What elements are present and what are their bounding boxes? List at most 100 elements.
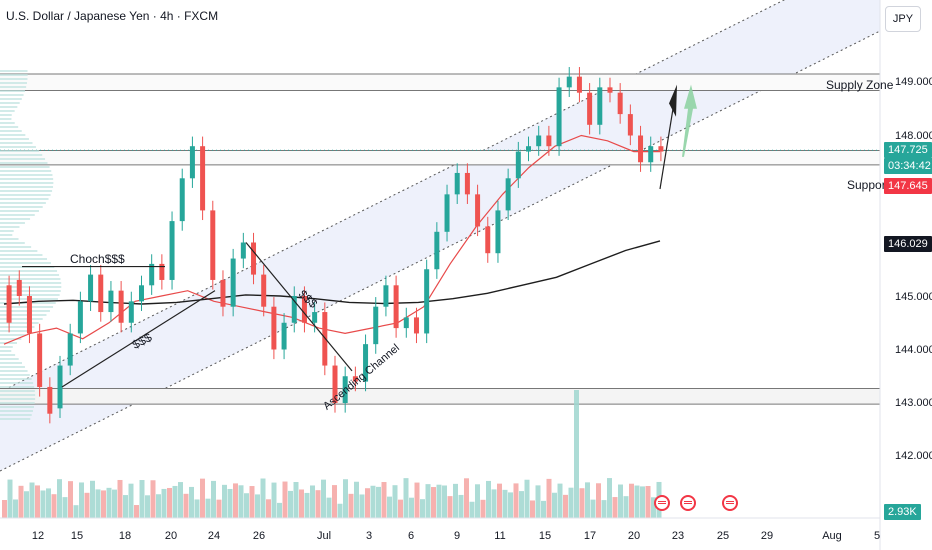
- economic-event-flag-icon[interactable]: [680, 495, 696, 511]
- volume-profile-bar: [0, 254, 43, 256]
- candle-body: [403, 317, 409, 329]
- volume-bar: [535, 485, 541, 518]
- candle-body: [393, 285, 399, 329]
- volume-profile-bar: [0, 406, 34, 408]
- candle-body: [169, 221, 175, 280]
- volume-bar: [409, 497, 414, 518]
- candle-body: [312, 312, 318, 323]
- volume-bar: [458, 494, 464, 518]
- volume-bar: [612, 497, 618, 518]
- volume-bar: [392, 485, 398, 518]
- volume-profile-bar: [0, 170, 52, 172]
- volume-profile-bar: [0, 322, 39, 324]
- currency-button[interactable]: JPY: [885, 6, 921, 32]
- volume-bar: [590, 499, 596, 518]
- volume-profile-bar: [0, 110, 15, 112]
- volume-bar: [150, 480, 156, 518]
- x-tick: 20: [627, 530, 641, 542]
- x-tick: 24: [207, 530, 221, 542]
- volume-bar: [321, 479, 326, 518]
- volume-bar: [425, 484, 431, 518]
- volume-bar: [414, 482, 420, 518]
- y-tick: 148.000: [895, 130, 932, 142]
- economic-event-flag-icon[interactable]: [722, 495, 738, 511]
- volume-profile-bar: [0, 278, 61, 280]
- volume-bar: [123, 495, 128, 518]
- volume-bar: [7, 479, 13, 518]
- volume-bar: [640, 486, 645, 518]
- volume-profile-bar: [0, 214, 35, 216]
- volume-bar: [574, 390, 579, 518]
- volume-bar: [563, 494, 568, 518]
- volume-profile-bar: [0, 130, 22, 132]
- volume-profile-bar: [0, 150, 40, 152]
- volume-bar: [365, 488, 370, 518]
- volume-profile-bar: [0, 282, 62, 284]
- volume-profile-bar: [0, 258, 48, 260]
- volume-bar: [233, 483, 238, 518]
- volume-profile-bar: [0, 366, 25, 368]
- candle-body: [261, 274, 267, 307]
- candle-body: [159, 263, 165, 280]
- volume-bar: [51, 494, 57, 518]
- volume-profile-bar: [0, 78, 28, 80]
- volume-profile-bar: [0, 178, 54, 180]
- volume-profile-bar: [0, 166, 50, 168]
- candle-body: [149, 263, 155, 286]
- economic-event-flag-icon[interactable]: [654, 495, 670, 511]
- volume-profile-bar: [0, 218, 31, 220]
- volume-profile-bar: [0, 386, 35, 388]
- volume-profile-bar: [0, 118, 12, 120]
- volume-bar: [629, 483, 634, 518]
- volume-bar: [106, 487, 112, 518]
- volume-profile-bar: [0, 346, 13, 348]
- supply-zone-label: Supply Zone: [826, 78, 894, 92]
- volume-profile-bar: [0, 70, 28, 72]
- candle-body: [251, 242, 257, 275]
- volume-bar: [189, 486, 194, 518]
- candle-body: [291, 296, 297, 323]
- volume-bar: [260, 478, 266, 518]
- candle-body: [413, 317, 419, 334]
- volume-bar: [24, 491, 29, 518]
- candle-body: [128, 301, 134, 323]
- x-tick: 29: [760, 530, 774, 542]
- volume-bar: [84, 492, 90, 518]
- volume-bar: [79, 482, 84, 518]
- candle-body: [88, 274, 94, 302]
- volume-bar: [145, 495, 150, 518]
- volume-profile-bar: [0, 286, 62, 288]
- volume-bar: [73, 505, 79, 518]
- candle-body: [26, 296, 32, 334]
- volume-profile-bar: [0, 274, 60, 276]
- sma-fast-line: [3, 134, 660, 345]
- volume-profile-bar: [0, 74, 28, 76]
- channel-upper-line: [0, 0, 786, 393]
- volume-bar: [95, 489, 101, 518]
- x-tick: 20: [164, 530, 178, 542]
- volume-bar: [464, 478, 469, 518]
- support-label: Support: [847, 178, 890, 192]
- volume-profile-bar: [0, 162, 48, 164]
- volume-bar: [486, 480, 491, 518]
- candle-body: [475, 194, 481, 227]
- candle-body: [505, 178, 511, 211]
- volume-bar: [139, 480, 145, 518]
- volume-bar: [354, 481, 359, 518]
- candle-body: [383, 285, 389, 307]
- candle-body: [607, 87, 613, 93]
- volume-bar: [62, 497, 68, 518]
- volume-bar: [211, 480, 216, 518]
- volume-bar: [343, 479, 348, 518]
- volume-profile-bar: [0, 202, 46, 204]
- candle-body: [464, 172, 470, 195]
- volume-bar: [579, 488, 585, 518]
- volume-bar: [310, 485, 315, 518]
- volume-profile-bar: [0, 90, 26, 92]
- choch-label: Choch$$$: [70, 252, 125, 266]
- candle-body: [495, 210, 501, 254]
- volume-bar: [200, 478, 205, 518]
- volume-profile-bar: [0, 206, 43, 208]
- volume-profile-bar: [0, 410, 33, 412]
